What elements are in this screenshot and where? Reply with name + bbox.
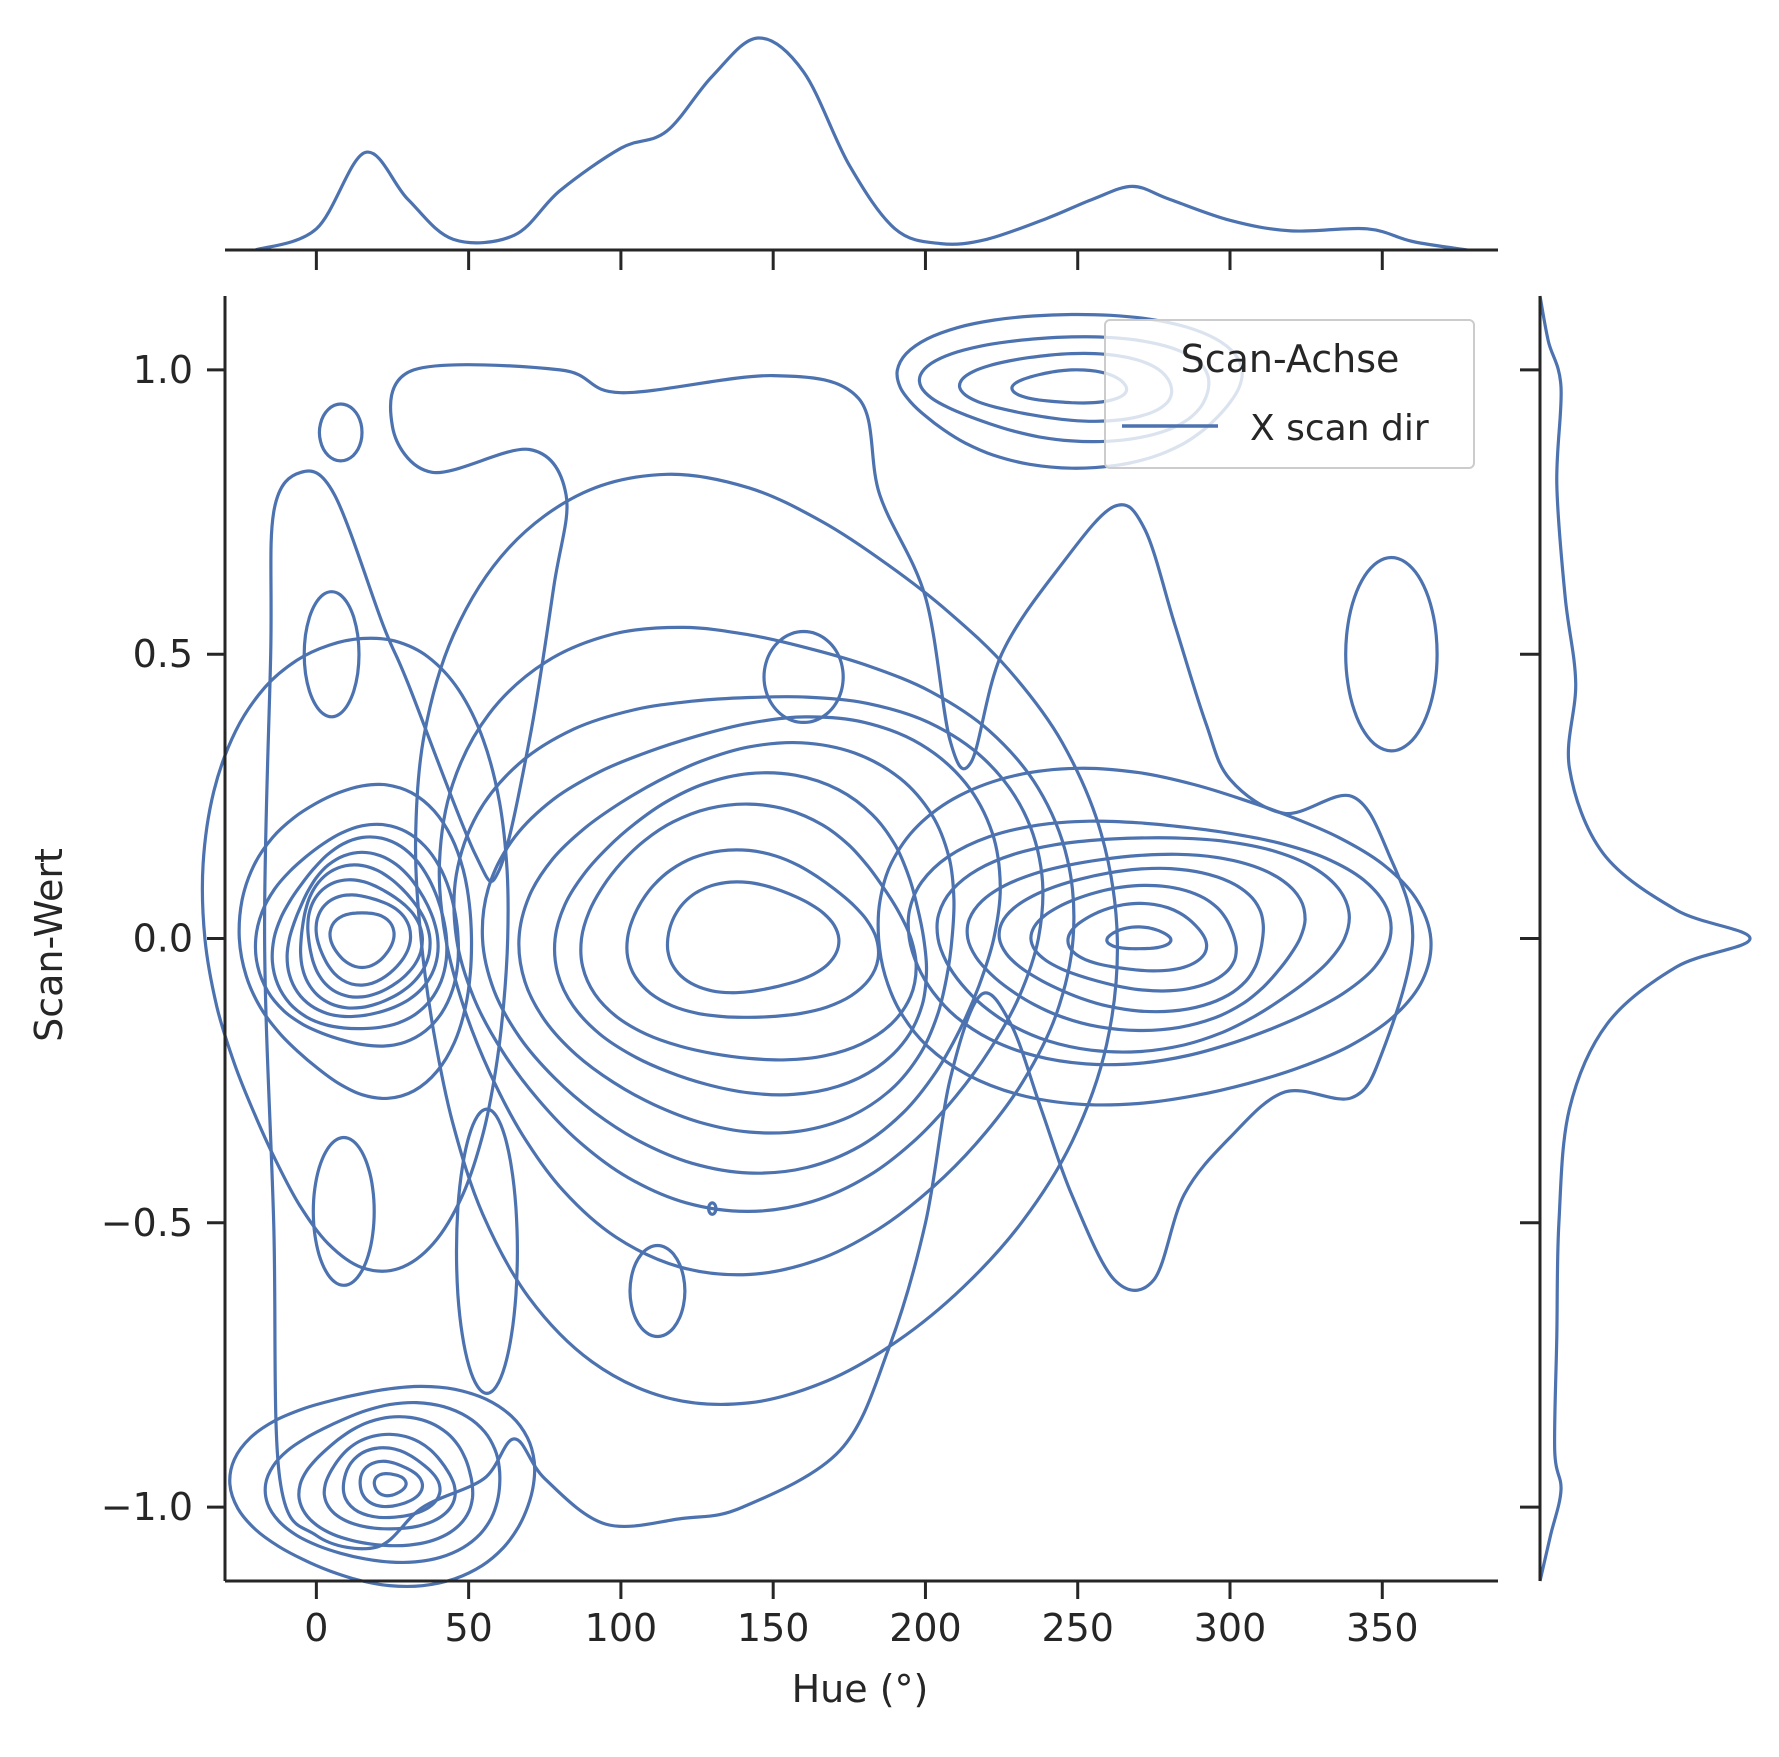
legend: Scan-Achse X scan dir bbox=[1104, 319, 1475, 469]
contour-line bbox=[317, 402, 364, 463]
contour-line bbox=[1010, 368, 1129, 405]
contour-line bbox=[1066, 901, 1209, 973]
contour-line bbox=[437, 625, 1076, 1277]
contour-line bbox=[413, 472, 1120, 1406]
contour-line bbox=[1344, 555, 1439, 753]
axes-layer: 0 50 100 150 200 250 300 350 −1.0 −0.5 0.0 0.5 1.0 bbox=[101, 248, 1542, 1650]
contour-line bbox=[452, 695, 1045, 1214]
contour-line bbox=[454, 1107, 519, 1395]
y-tick-label: 0.0 bbox=[133, 917, 193, 961]
contour-line bbox=[517, 740, 956, 1135]
contour-line bbox=[285, 850, 440, 1019]
contour-line bbox=[306, 878, 425, 999]
y-tick-label: 0.5 bbox=[133, 632, 193, 676]
x-axis-label: Hue (°) bbox=[792, 1667, 929, 1711]
contour-line bbox=[665, 880, 841, 995]
x-tick-label: 300 bbox=[1194, 1606, 1267, 1650]
legend-entry-x-scan-dir: X scan dir bbox=[1250, 408, 1429, 449]
contour-line bbox=[228, 1384, 537, 1589]
contour-line bbox=[965, 852, 1307, 1033]
contour-line bbox=[906, 819, 1393, 1067]
x-tick-label: 50 bbox=[444, 1606, 492, 1650]
marginal-x-density-line bbox=[254, 36, 1468, 252]
contour-line bbox=[297, 1415, 475, 1548]
contour-line bbox=[552, 771, 929, 1097]
contour-line bbox=[263, 1400, 502, 1565]
x-tick-label: 100 bbox=[585, 1606, 658, 1650]
contour-line bbox=[997, 866, 1266, 1014]
contour-line bbox=[1029, 883, 1238, 993]
marginal-y-density-line bbox=[1538, 295, 1752, 1582]
contour-line bbox=[200, 636, 510, 1273]
contour-line bbox=[1105, 925, 1173, 951]
contour-line bbox=[480, 715, 1002, 1175]
contour-line bbox=[322, 1432, 457, 1531]
x-tick-label: 350 bbox=[1346, 1606, 1419, 1650]
contour-line bbox=[328, 911, 396, 970]
contour-line bbox=[579, 802, 918, 1062]
y-tick-label: −0.5 bbox=[101, 1201, 193, 1245]
contour-line bbox=[302, 590, 361, 719]
y-tick-label: −1.0 bbox=[101, 1485, 193, 1529]
contour-line bbox=[311, 1135, 376, 1287]
contour-line bbox=[372, 1472, 408, 1498]
marginal-x-layer bbox=[254, 36, 1468, 252]
x-tick-label: 150 bbox=[737, 1606, 810, 1650]
x-tick-label: 250 bbox=[1041, 1606, 1114, 1650]
y-axis-label: Scan-Wert bbox=[27, 848, 71, 1042]
contour-line bbox=[298, 863, 432, 1010]
contour-line bbox=[628, 1243, 687, 1339]
legend-box bbox=[1104, 319, 1475, 469]
legend-title: Scan-Achse bbox=[1181, 337, 1400, 381]
marginal-y-layer bbox=[1538, 295, 1752, 1582]
contour-line bbox=[314, 893, 413, 987]
contour-line bbox=[876, 766, 1433, 1107]
contour-line bbox=[270, 835, 449, 1031]
x-tick-label: 200 bbox=[889, 1606, 962, 1650]
contour-outer-line bbox=[262, 363, 1415, 1551]
y-tick-label: 1.0 bbox=[133, 348, 193, 392]
contour-line bbox=[707, 1201, 718, 1216]
contour-line bbox=[935, 836, 1351, 1054]
contour-line bbox=[253, 822, 461, 1048]
contour-line bbox=[358, 1459, 425, 1509]
contour-line bbox=[762, 629, 845, 724]
contour-line bbox=[625, 848, 881, 1019]
x-tick-label: 0 bbox=[304, 1606, 328, 1650]
contour-layer bbox=[200, 312, 1439, 1589]
